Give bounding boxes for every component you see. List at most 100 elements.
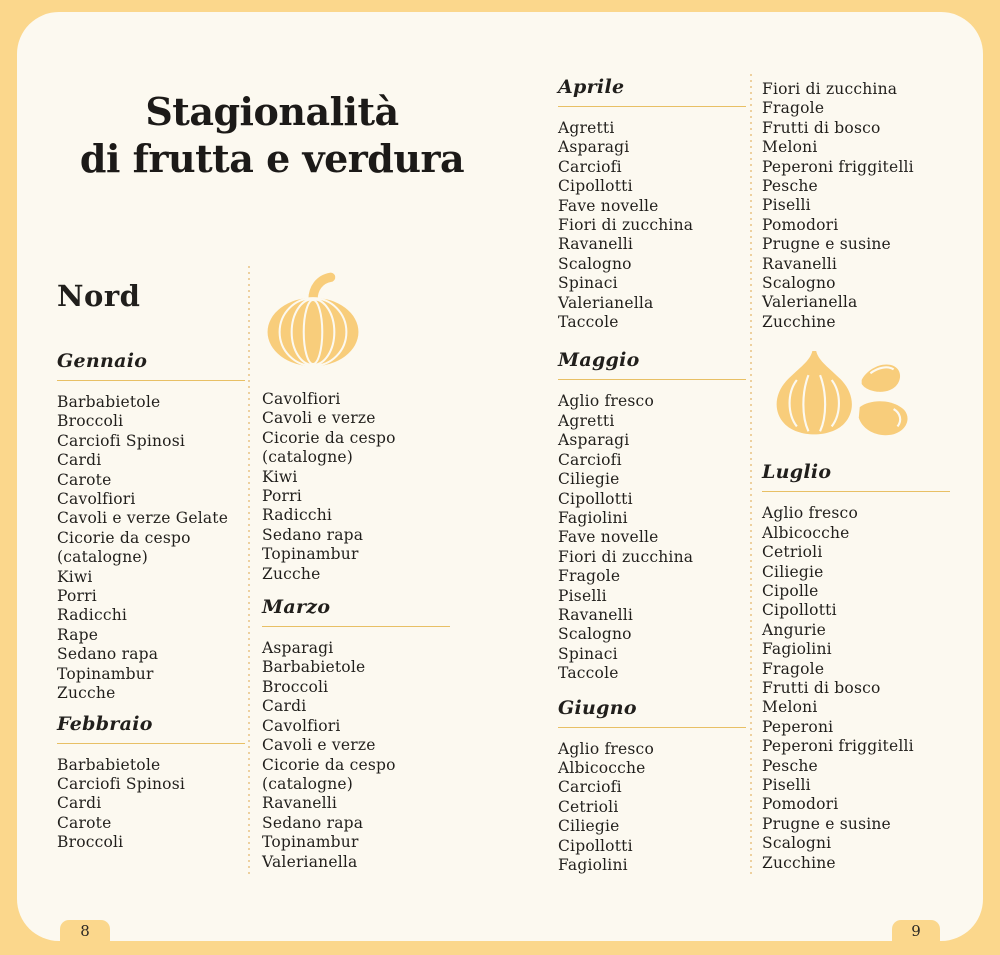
produce-item: Porri xyxy=(262,487,302,506)
produce-item: Zucchine xyxy=(762,312,836,331)
month-heading-marzo: Marzo xyxy=(262,598,450,628)
produce-item: Agretti xyxy=(558,119,615,137)
produce-item: Asparagi xyxy=(262,639,334,658)
produce-item: Ciliegie xyxy=(558,470,620,489)
region-heading: Nord xyxy=(57,279,141,313)
produce-item: Cardi xyxy=(57,451,102,470)
produce-item: Peperoni friggitelli xyxy=(762,157,914,176)
produce-item: Piselli xyxy=(762,775,811,794)
produce-item: Taccole xyxy=(558,313,619,332)
page-title-line1: Stagionalità xyxy=(145,89,399,134)
section-aprile: Aprile Agretti Asparagi Carciofi Cipollotti… xyxy=(558,78,746,332)
produce-item: Valerianella xyxy=(262,852,358,871)
produce-item: Frutti di bosco xyxy=(762,678,881,697)
section-luglio: Luglio Aglio fresco Albicocche Cetrioli Cil… xyxy=(762,463,950,873)
produce-item: Rape xyxy=(57,625,99,644)
produce-item: Cetrioli xyxy=(558,797,619,816)
produce-item: Scalogno xyxy=(558,254,632,273)
produce-item: Asparagi xyxy=(558,138,630,157)
produce-item: Valerianella xyxy=(762,293,858,312)
produce-item: Prugne e susine xyxy=(762,814,891,833)
produce-item: Spinaci xyxy=(558,274,618,293)
month-heading-giugno: Giugno xyxy=(558,698,746,728)
page-number-tab-left: 8 xyxy=(60,920,110,941)
column-aprile-maggio-giugno: Aprile Agretti Asparagi Carciofi Cipollotti… xyxy=(558,12,746,875)
febbraio-continued-list: Cavolfiori Cavoli e verze Cicorie da cespo… xyxy=(262,390,450,584)
page-number-left: 8 xyxy=(80,922,90,940)
produce-item: Broccoli xyxy=(57,412,124,431)
produce-item: Fiori di zucchina xyxy=(558,547,694,566)
produce-item: Cipolle xyxy=(762,581,819,600)
produce-item: Kiwi xyxy=(57,567,93,586)
produce-item: Peperoni friggitelli xyxy=(762,737,914,756)
produce-item: Fiori di zucchina xyxy=(762,80,898,98)
produce-item: Spinaci xyxy=(558,644,618,663)
produce-item: Fiori di zucchina xyxy=(558,216,694,235)
produce-item: Carciofi xyxy=(558,778,622,797)
column-divider-right xyxy=(750,74,752,875)
page-number-tab-right: 9 xyxy=(892,920,940,941)
garlic-illustration xyxy=(762,349,950,442)
produce-item: Fragole xyxy=(762,99,825,118)
produce-item: Albicocche xyxy=(558,758,646,777)
produce-item: Angurie xyxy=(762,620,827,639)
produce-item: Cipollotti xyxy=(762,601,837,620)
produce-item: Fave novelle xyxy=(558,196,659,215)
produce-item: Carciofi xyxy=(558,157,622,176)
garlic-icon xyxy=(776,351,908,436)
produce-item: Fragole xyxy=(558,567,621,586)
produce-item: Radicchi xyxy=(262,506,333,525)
produce-item: Carciofi xyxy=(558,450,622,469)
produce-item: Valerianella xyxy=(558,293,654,312)
produce-item: Fagiolini xyxy=(558,856,628,874)
marzo-list: Asparagi Barbabietole Broccoli Cardi Cavolfi… xyxy=(262,639,450,872)
luglio-list: Aglio fresco Albicocche Cetrioli Ciliegie Ci… xyxy=(762,504,950,873)
pumpkin-icon xyxy=(267,272,359,367)
page-title: Stagionalità di frutta e verdura xyxy=(72,88,472,182)
giugno-list: Aglio fresco Albicocche Carciofi Cetrioli Ci… xyxy=(558,740,746,876)
produce-item: Taccole xyxy=(558,664,619,683)
produce-item: Fragole xyxy=(762,659,825,678)
produce-item: Peperoni xyxy=(762,717,834,736)
produce-item: Topinambur xyxy=(262,545,359,564)
month-heading-aprile: Aprile xyxy=(558,78,746,107)
produce-item: Sedano rapa xyxy=(262,525,364,544)
produce-item: Cicorie da cespo (catalogne) xyxy=(262,428,396,467)
produce-item: Scalogno xyxy=(762,274,836,293)
produce-item: Ravanelli xyxy=(262,794,338,813)
produce-item: Cipollotti xyxy=(558,177,633,196)
produce-item: Pomodori xyxy=(762,795,839,814)
produce-item: Cardi xyxy=(262,697,307,716)
produce-item: Zucche xyxy=(262,564,321,583)
produce-item: Piselli xyxy=(558,586,607,605)
produce-item: Cavolfiori xyxy=(262,390,341,408)
produce-item: Kiwi xyxy=(262,467,298,486)
section-gennaio: Gennaio Barbabietole Broccoli Carciofi Spi… xyxy=(57,352,245,704)
produce-item: Pesche xyxy=(762,177,818,196)
produce-item: Cetrioli xyxy=(762,543,823,562)
produce-item: Barbabietole xyxy=(57,755,161,774)
page-title-line2: di frutta e verdura xyxy=(79,136,465,181)
pumpkin-illustration xyxy=(262,268,450,370)
aprile-list: Agretti Asparagi Carciofi Cipollotti Fave no… xyxy=(558,119,746,332)
produce-item: Carciofi Spinosi xyxy=(57,431,186,450)
produce-item: Albicocche xyxy=(762,523,850,542)
produce-item: Carote xyxy=(57,813,112,832)
produce-item: Cavoli e verze xyxy=(262,736,376,755)
month-heading-maggio: Maggio xyxy=(558,351,746,381)
produce-item: Frutti di bosco xyxy=(762,118,881,137)
produce-item: Meloni xyxy=(762,698,818,717)
produce-item: Ravanelli xyxy=(762,254,838,273)
section-maggio: Maggio Aglio fresco Agretti Asparagi Carcio… xyxy=(558,351,746,683)
produce-item: Ravanelli xyxy=(558,605,634,624)
produce-item: Cicorie da cespo (catalogne) xyxy=(262,755,396,793)
produce-item: Agretti xyxy=(558,411,615,430)
produce-item: Porri xyxy=(57,587,97,606)
produce-item: Topinambur xyxy=(57,664,154,683)
febbraio-list: Barbabietole Carciofi Spinosi Cardi Carote B… xyxy=(57,756,245,853)
produce-item: Carciofi Spinosi xyxy=(57,774,186,793)
produce-item: Ciliegie xyxy=(558,817,620,836)
produce-item: Cavoli e verze Gelate xyxy=(57,509,229,528)
produce-item: Radicchi xyxy=(57,606,128,625)
produce-item: Pesche xyxy=(762,756,818,775)
